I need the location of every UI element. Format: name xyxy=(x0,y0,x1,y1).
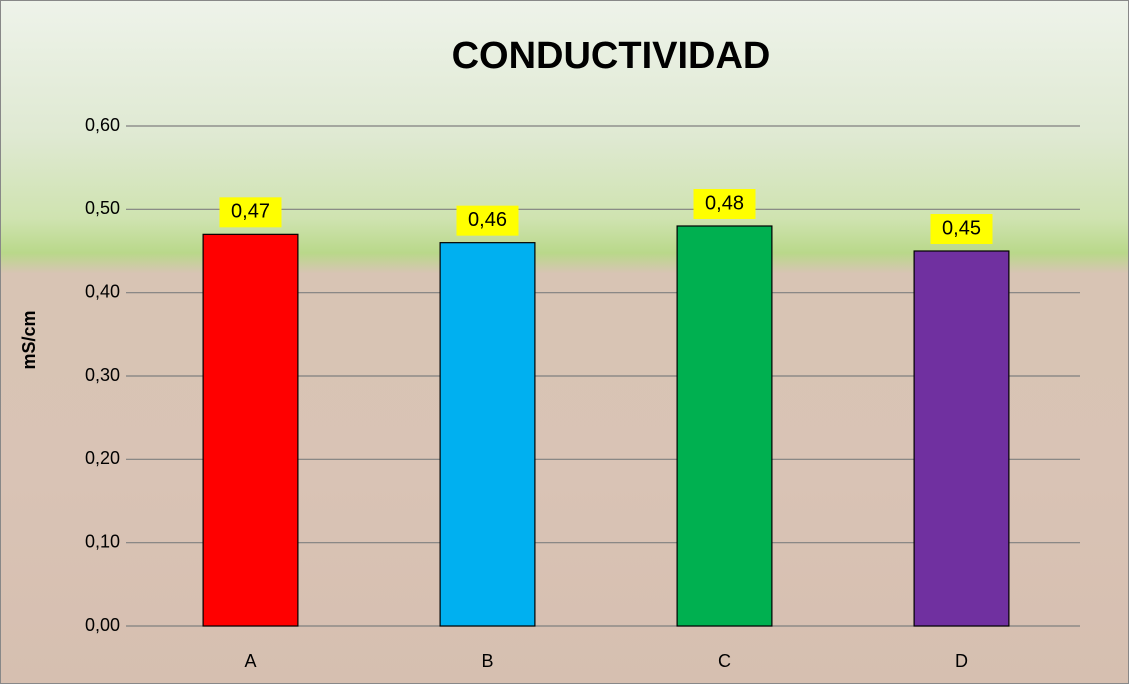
value-label: 0,46 xyxy=(468,209,507,231)
chart-title: CONDUCTIVIDAD xyxy=(452,35,771,77)
y-tick-label: 0,60 xyxy=(85,115,120,135)
bar xyxy=(677,226,772,626)
bar xyxy=(914,251,1009,626)
y-tick-label: 0,20 xyxy=(85,448,120,468)
y-tick-label: 0,00 xyxy=(85,615,120,635)
x-tick-label: B xyxy=(481,651,493,671)
y-tick-label: 0,30 xyxy=(85,365,120,385)
x-tick-label: C xyxy=(718,651,731,671)
chart: CONDUCTIVIDAD mS/cm 0,00 0,10 0,20 0,30 0,40… xyxy=(0,0,1129,684)
bar xyxy=(440,243,535,626)
value-label: 0,48 xyxy=(705,192,744,214)
y-tick-label: 0,40 xyxy=(85,281,120,301)
y-tick-label: 0,10 xyxy=(85,531,120,551)
chart-container: CONDUCTIVIDAD mS/cm 0,00 0,10 0,20 0,30 0,40… xyxy=(0,0,1129,684)
x-tick-label: A xyxy=(244,651,256,671)
x-tick-label: D xyxy=(955,651,968,671)
y-tick-label: 0,50 xyxy=(85,198,120,218)
value-label: 0,47 xyxy=(231,201,270,223)
bar xyxy=(203,234,298,626)
value-label: 0,45 xyxy=(942,217,981,239)
y-axis-label: mS/cm xyxy=(19,310,39,369)
